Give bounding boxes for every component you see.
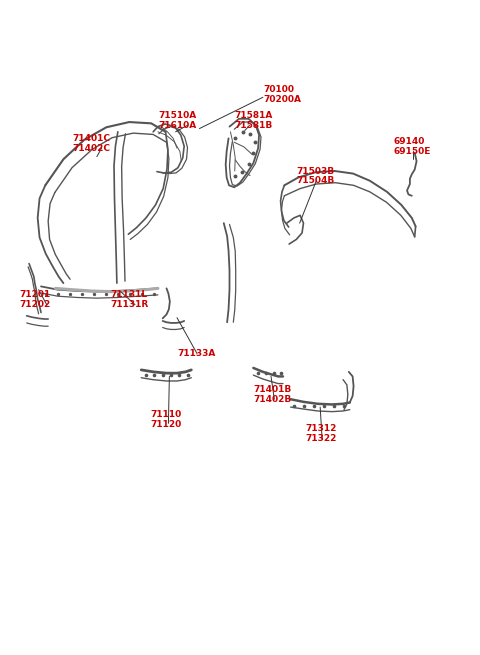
Text: 70100: 70100 bbox=[263, 85, 294, 94]
Text: 71581A: 71581A bbox=[234, 111, 273, 120]
Text: 71401C: 71401C bbox=[72, 134, 110, 143]
Text: 71610A: 71610A bbox=[159, 121, 197, 130]
Text: 71510A: 71510A bbox=[159, 111, 197, 120]
Text: 71322: 71322 bbox=[306, 434, 337, 443]
Text: 71131R: 71131R bbox=[110, 300, 148, 309]
Text: 71202: 71202 bbox=[20, 300, 51, 309]
Text: 69150E: 69150E bbox=[394, 147, 431, 156]
Text: 71504B: 71504B bbox=[296, 176, 335, 185]
Text: 71401B: 71401B bbox=[253, 385, 292, 394]
Text: 71110: 71110 bbox=[150, 410, 181, 419]
Text: 70200A: 70200A bbox=[263, 95, 301, 103]
Text: 71120: 71120 bbox=[150, 420, 181, 428]
Text: 71402C: 71402C bbox=[72, 143, 110, 153]
Text: 71402B: 71402B bbox=[253, 395, 292, 404]
Text: 71133A: 71133A bbox=[177, 349, 216, 358]
Text: 71581B: 71581B bbox=[234, 121, 273, 130]
Text: 71131L: 71131L bbox=[110, 290, 147, 299]
Text: 71201: 71201 bbox=[20, 290, 51, 299]
Text: 69140: 69140 bbox=[394, 137, 425, 146]
Text: 71312: 71312 bbox=[306, 424, 337, 433]
Text: 71503B: 71503B bbox=[296, 166, 335, 176]
